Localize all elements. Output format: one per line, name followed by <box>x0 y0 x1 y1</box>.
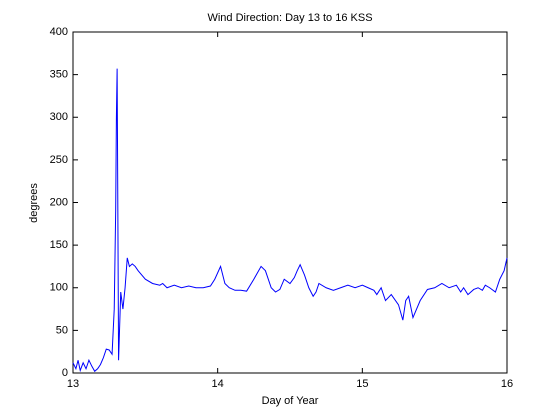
y-tick-label: 400 <box>50 26 68 38</box>
x-tick-label: 15 <box>356 378 368 390</box>
y-tick-label: 350 <box>50 69 68 81</box>
y-tick-label: 50 <box>56 324 68 336</box>
chart-title: Wind Direction: Day 13 to 16 KSS <box>207 12 372 24</box>
y-tick-label: 100 <box>50 282 68 294</box>
x-tick-label: 16 <box>501 378 513 390</box>
y-tick-label: 250 <box>50 154 68 166</box>
y-tick-label: 150 <box>50 239 68 251</box>
y-tick-label: 0 <box>62 367 68 379</box>
x-tick-label: 14 <box>212 378 224 390</box>
y-tick-label: 300 <box>50 111 68 123</box>
x-tick-label: 13 <box>67 378 79 390</box>
data-line <box>72 68 508 373</box>
x-axis-label: Day of Year <box>262 395 319 407</box>
y-tick-label: 200 <box>50 196 68 208</box>
y-axis-label: degrees <box>28 183 40 223</box>
